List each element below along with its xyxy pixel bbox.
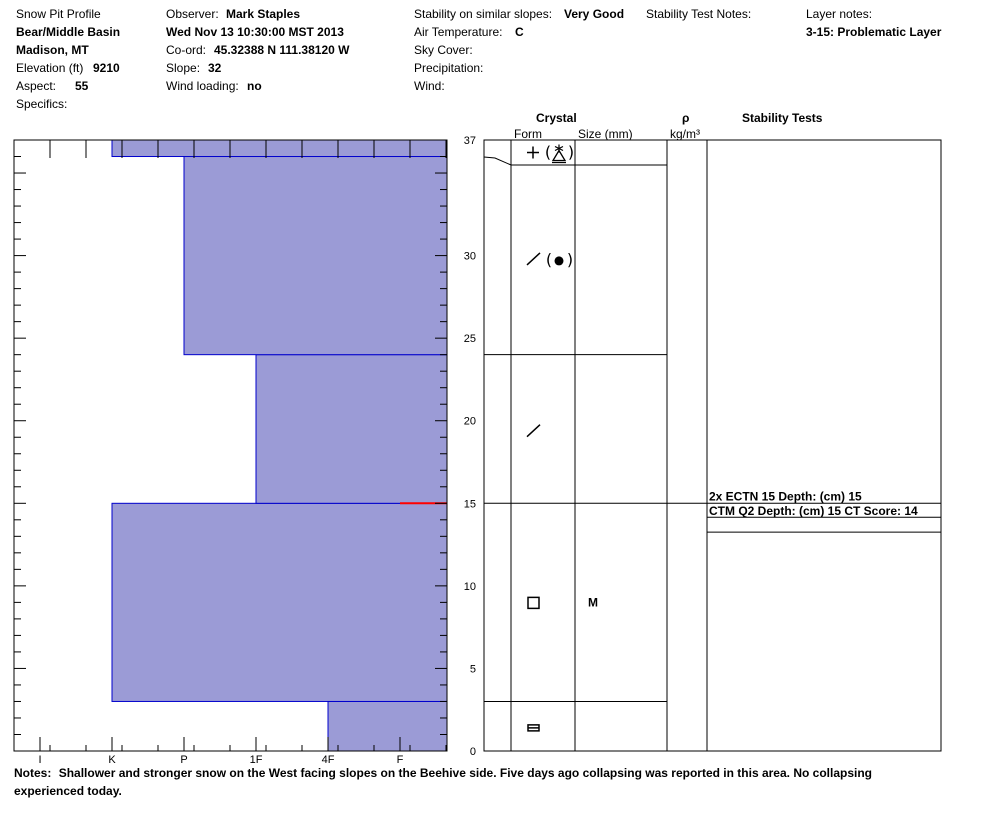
stability-test-0: 2x ECTN 15 Depth: (cm) 15 xyxy=(709,489,862,503)
hardness-layer-3 xyxy=(183,156,448,356)
notes-label: Notes: xyxy=(14,766,52,780)
svg-text:(: ( xyxy=(546,250,552,269)
sky-cover-label: Sky Cover: xyxy=(414,43,473,57)
aspect-label: Aspect: xyxy=(16,79,57,93)
profile-title: Snow Pit Profile xyxy=(16,7,101,21)
location-region: Madison, MT xyxy=(16,43,89,57)
depth-label-15: 15 xyxy=(464,498,476,510)
hardness-layers xyxy=(111,139,448,752)
hardness-label-1F: 1F xyxy=(250,754,263,766)
crystal-decomposing-rounded-icon: () xyxy=(526,250,573,269)
specifics-label: Specifics: xyxy=(16,97,68,111)
wind-loading-value: no xyxy=(247,79,262,93)
diagram-grid xyxy=(13,139,942,752)
density-unit: kg/m³ xyxy=(670,127,700,141)
crystal-size-label: M xyxy=(588,595,598,609)
svg-text:(: ( xyxy=(545,143,551,162)
stability-tests-header: Stability Tests xyxy=(742,111,823,125)
hardness-label-F: F xyxy=(397,754,404,766)
depth-label-0: 0 xyxy=(470,746,476,758)
depth-label-10: 10 xyxy=(464,581,476,593)
air-temp-label: Air Temperature: xyxy=(414,25,503,39)
wind-label: Wind: xyxy=(414,79,445,93)
svg-text:): ) xyxy=(567,250,573,269)
hardness-layer-1 xyxy=(111,502,448,702)
elevation-value: 9210 xyxy=(93,61,120,75)
coord-value: 45.32388 N 111.38120 W xyxy=(214,43,350,57)
slope-label: Slope: xyxy=(166,61,201,75)
observation-datetime: Wed Nov 13 10:30:00 MST 2013 xyxy=(166,25,344,39)
hardness-label-P: P xyxy=(180,754,187,766)
layer-boundary-top xyxy=(483,156,667,166)
crystal-header: Crystal xyxy=(536,111,577,125)
stability-test-1: CTM Q2 Depth: (cm) 15 CT Score: 14 xyxy=(709,504,918,518)
crystal-forms: ()() xyxy=(526,143,574,732)
air-temp-value: C xyxy=(515,25,524,39)
stability-label: Stability on similar slopes: xyxy=(414,7,553,21)
hardness-label-I: I xyxy=(38,754,41,766)
location-name: Bear/Middle Basin xyxy=(16,25,121,39)
hardness-label-K: K xyxy=(108,754,116,766)
wind-loading-label: Wind loading: xyxy=(166,79,239,93)
crystal-new-snow-surface-hoar-icon: () xyxy=(527,143,574,164)
hardness-layer-0 xyxy=(327,700,448,752)
precipitation-label: Precipitation: xyxy=(414,61,484,75)
crystal-faceted-icon xyxy=(527,596,540,610)
depth-label-25: 25 xyxy=(464,333,476,345)
depth-label-5: 5 xyxy=(470,663,476,675)
layer-notes-value: 3-15: Problematic Layer xyxy=(806,25,942,39)
stability-notes-label: Stability Test Notes: xyxy=(646,7,752,21)
observer-value: Mark Staples xyxy=(226,7,301,21)
hardness-layer-2 xyxy=(255,354,448,504)
slope-value: 32 xyxy=(208,61,222,75)
size-header: Size (mm) xyxy=(578,127,633,141)
crystal-decomposing-icon xyxy=(526,424,541,438)
layer-notes-label: Layer notes: xyxy=(806,7,873,21)
coord-label: Co-ord: xyxy=(166,43,207,57)
observer-label: Observer: xyxy=(166,7,219,21)
aspect-value: 55 xyxy=(75,79,89,93)
diagram-labels: I K P 1F 4F F 0 5 10 15 20 25 30 37 2x ECTN 15 Depth: … xyxy=(38,135,918,766)
depth-label-37: 37 xyxy=(464,135,476,147)
elevation-label: Elevation (ft) xyxy=(16,61,84,75)
density-header: ρ xyxy=(682,111,690,125)
hardness-layer-4 xyxy=(111,139,448,158)
notes: Notes: Shallower and stronger snow on th… xyxy=(14,764,944,800)
crystal-melt-form-icon xyxy=(527,724,540,732)
profile-table-frame xyxy=(483,139,942,752)
depth-label-20: 20 xyxy=(464,416,476,428)
form-header: Form xyxy=(514,127,542,141)
svg-text:): ) xyxy=(568,143,574,162)
hardness-label-4F: 4F xyxy=(322,754,335,766)
stability-value: Very Good xyxy=(564,7,625,21)
notes-text: Shallower and stronger snow on the West … xyxy=(14,766,872,798)
depth-label-30: 30 xyxy=(464,251,476,263)
